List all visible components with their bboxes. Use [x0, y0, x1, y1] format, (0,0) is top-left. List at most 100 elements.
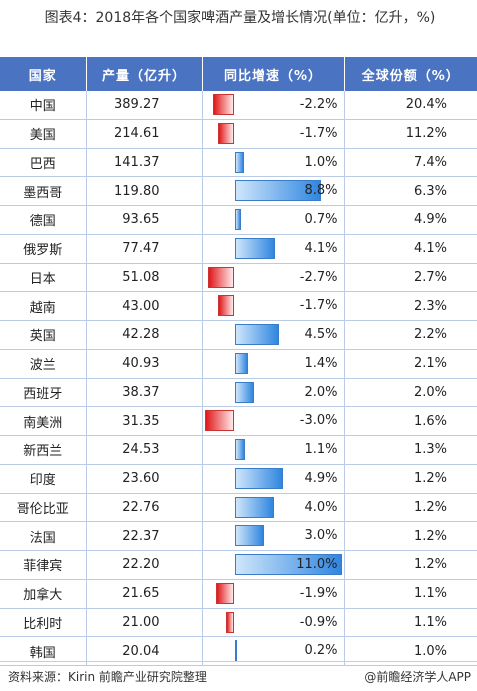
- cell-output: 38.37: [86, 378, 203, 408]
- table-row: 英国 42.28 4.5% 2.2%: [0, 320, 477, 350]
- table-row: 美国 214.61 -1.7% 11.2%: [0, 119, 477, 149]
- yoy-bar: [234, 151, 245, 173]
- cell-yoy: 4.0%: [202, 493, 345, 523]
- yoy-bar: [217, 295, 235, 317]
- cell-yoy: 3.0%: [202, 521, 345, 551]
- cell-country: 比利时: [0, 608, 87, 638]
- cell-output: 22.37: [86, 521, 203, 551]
- cell-share: 2.2%: [344, 320, 477, 350]
- yoy-label: 1.1%: [304, 442, 338, 457]
- table-row: 印度 23.60 4.9% 1.2%: [0, 464, 477, 494]
- cell-yoy: -2.2%: [202, 91, 345, 120]
- cell-country: 菲律宾: [0, 550, 87, 580]
- cell-output: 40.93: [86, 349, 203, 379]
- cell-share: 1.6%: [344, 406, 477, 436]
- cell-yoy: 8.8%: [202, 176, 345, 206]
- yoy-label: -1.9%: [299, 585, 338, 601]
- cell-output: 214.61: [86, 119, 203, 149]
- cell-share: 1.2%: [344, 493, 477, 523]
- cell-output: 42.28: [86, 320, 203, 350]
- cell-country: 中国: [0, 91, 87, 120]
- table-row: 越南 43.00 -1.7% 2.3%: [0, 291, 477, 321]
- cell-yoy: 1.1%: [202, 435, 345, 465]
- yoy-bar: [225, 611, 235, 633]
- cell-yoy: 0.7%: [202, 205, 345, 235]
- yoy-bar: [234, 209, 242, 230]
- cell-country: 美国: [0, 119, 87, 149]
- page-title: 图表4：2018年各个国家啤酒产量及增长情况(单位：亿升，%): [44, 10, 436, 26]
- cell-output: 22.76: [86, 493, 203, 523]
- cell-share: 11.2%: [344, 119, 477, 149]
- cell-country: 西班牙: [0, 378, 87, 408]
- cell-country: 波兰: [0, 349, 87, 379]
- cell-yoy: -3.0%: [202, 406, 345, 436]
- beer-output-table: 国家 产量（亿升） 同比增速（%） 全球份额（%） 中国 389.27 -2.2% 2…: [0, 57, 477, 666]
- yoy-bar: [217, 122, 235, 144]
- yoy-bar: [234, 640, 237, 662]
- yoy-label: -0.9%: [299, 614, 338, 630]
- table-row: 俄罗斯 77.47 4.1% 4.1%: [0, 234, 477, 264]
- yoy-label: 4.5%: [304, 327, 338, 342]
- cell-country: 日本: [0, 263, 87, 293]
- table-row: 新西兰 24.53 1.1% 1.3%: [0, 435, 477, 465]
- yoy-label: 1.4%: [304, 355, 338, 371]
- cell-country: 印度: [0, 464, 87, 494]
- table-row: 南美洲 31.35 -3.0% 1.6%: [0, 406, 477, 436]
- cell-share: 7.4%: [344, 148, 477, 178]
- table-row: 德国 93.65 0.7% 4.9%: [0, 205, 477, 235]
- cell-output: 389.27: [86, 91, 203, 120]
- cell-share: 2.0%: [344, 378, 477, 408]
- cell-output: 93.65: [86, 205, 203, 235]
- cell-country: 越南: [0, 291, 87, 321]
- header-share: 全球份额（%）: [344, 57, 477, 91]
- cell-share: 6.3%: [344, 176, 477, 206]
- yoy-bar: [234, 496, 274, 518]
- cell-share: 1.2%: [344, 550, 477, 580]
- cell-country: 南美洲: [0, 406, 87, 436]
- yoy-label: 11.0%: [296, 557, 338, 572]
- table-row: 中国 389.27 -2.2% 20.4%: [0, 91, 477, 120]
- cell-output: 77.47: [86, 234, 203, 264]
- table-row: 菲律宾 22.20 11.0% 1.2%: [0, 550, 477, 580]
- yoy-label: 4.9%: [304, 470, 338, 486]
- cell-country: 英国: [0, 320, 87, 350]
- cell-share: 20.4%: [344, 91, 477, 120]
- cell-yoy: 1.0%: [202, 148, 345, 178]
- cell-country: 德国: [0, 205, 87, 235]
- cell-output: 51.08: [86, 263, 203, 293]
- table-row: 巴西 141.37 1.0% 7.4%: [0, 148, 477, 178]
- footer: 资料来源：Kirin 前瞻产业研究院整理 @前瞻经济学人APP: [0, 661, 477, 691]
- table-row: 日本 51.08 -2.7% 2.7%: [0, 263, 477, 293]
- cell-yoy: 2.0%: [202, 378, 345, 408]
- table-row: 加拿大 21.65 -1.9% 1.1%: [0, 579, 477, 609]
- table-row: 西班牙 38.37 2.0% 2.0%: [0, 378, 477, 408]
- cell-share: 1.1%: [344, 608, 477, 638]
- cell-output: 43.00: [86, 291, 203, 321]
- cell-share: 4.1%: [344, 234, 477, 264]
- cell-country: 巴西: [0, 148, 87, 178]
- cell-yoy: -1.7%: [202, 119, 345, 149]
- cell-output: 23.60: [86, 464, 203, 494]
- cell-output: 31.35: [86, 406, 203, 436]
- yoy-label: -2.2%: [299, 97, 338, 112]
- cell-country: 新西兰: [0, 435, 87, 465]
- cell-country: 法国: [0, 521, 87, 551]
- cell-share: 2.1%: [344, 349, 477, 379]
- yoy-bar: [212, 94, 235, 115]
- cell-country: 墨西哥: [0, 176, 87, 206]
- yoy-bar: [234, 467, 283, 489]
- header-yoy: 同比增速（%）: [202, 57, 345, 91]
- cell-yoy: -1.7%: [202, 291, 345, 321]
- yoy-label: 2.0%: [304, 384, 338, 400]
- yoy-label: -2.7%: [299, 269, 338, 285]
- yoy-bar: [234, 554, 343, 575]
- yoy-bar: [234, 237, 275, 259]
- source-note: 资料来源：Kirin 前瞻产业研究院整理: [8, 670, 207, 684]
- cell-yoy: 1.4%: [202, 349, 345, 379]
- cell-share: 4.9%: [344, 205, 477, 235]
- cell-yoy: -1.9%: [202, 579, 345, 609]
- cell-yoy: -2.7%: [202, 263, 345, 293]
- cell-share: 2.7%: [344, 263, 477, 293]
- yoy-bar: [234, 381, 255, 403]
- table-row: 法国 22.37 3.0% 1.2%: [0, 521, 477, 551]
